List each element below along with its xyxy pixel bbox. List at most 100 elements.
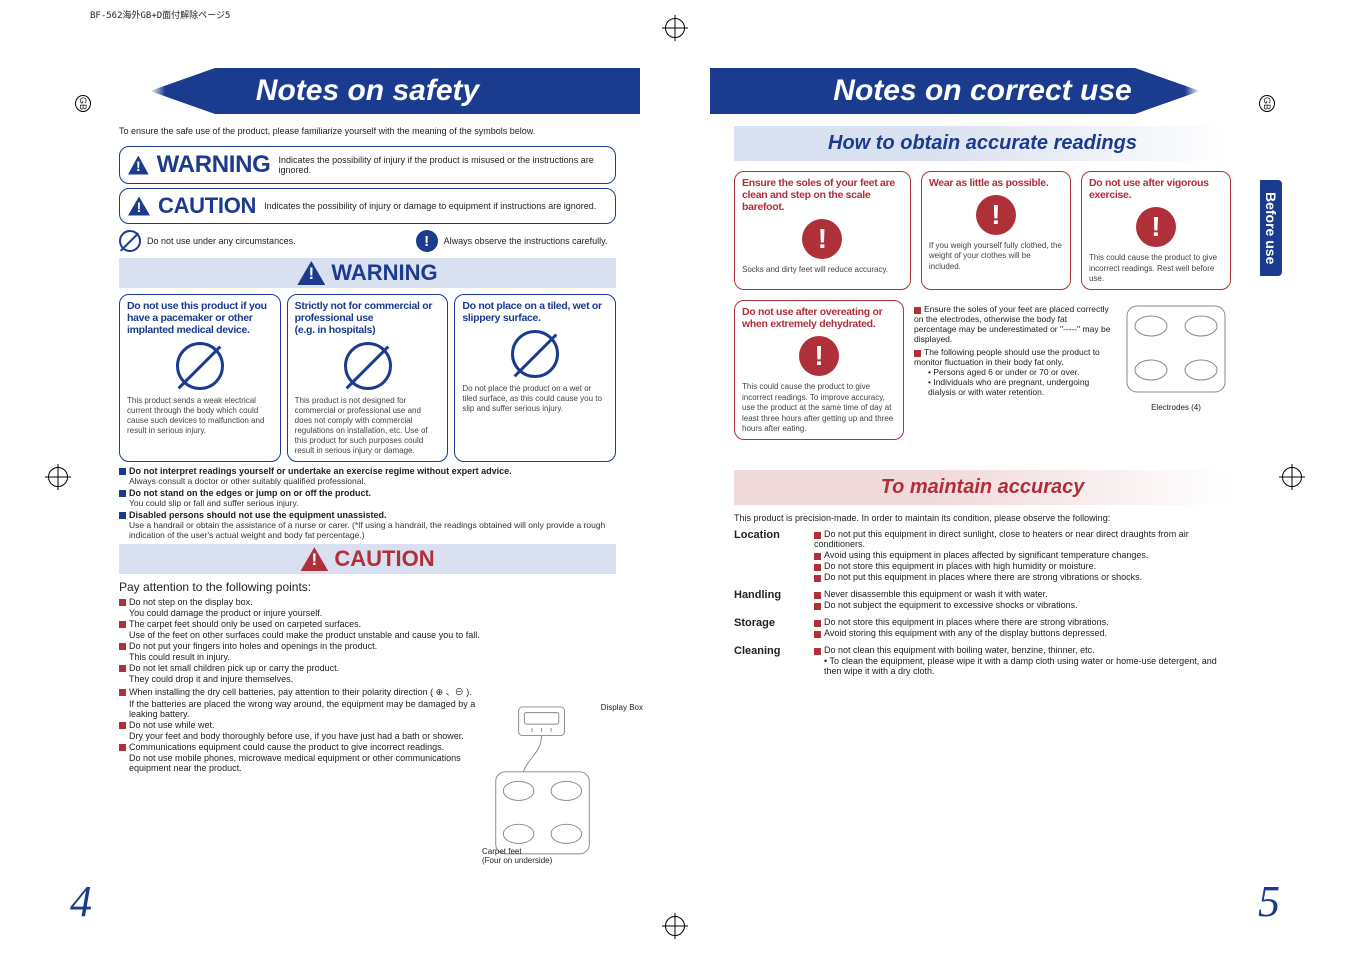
bullet2b: • Individuals who are pregnant, undergoi… — [914, 377, 1111, 397]
symbol-legend: Do not use under any circumstances. ! Alw… — [119, 230, 616, 252]
tip4-title: Do not use after overeating or when extr… — [742, 306, 896, 330]
warning-section-bar: WARNING — [119, 258, 616, 288]
c2: The carpet feet should only be used on c… — [129, 619, 361, 629]
page-left: Notes on safety To ensure the safe use o… — [95, 60, 640, 914]
warn-box-3: Do not place on a tiled, wet or slippery… — [454, 294, 616, 462]
bullet1: Ensure the soles of your feet are placed… — [914, 304, 1110, 344]
registration-mark-left — [48, 467, 68, 487]
banner-right: Notes on correct use — [710, 68, 1255, 114]
warn3-title: Do not place on a tiled, wet or slippery… — [462, 300, 608, 324]
storage-key: Storage — [734, 617, 814, 639]
tips-row-1: Ensure the soles of your feet are clean … — [734, 171, 1231, 290]
prohibit-icon — [119, 230, 141, 252]
registration-mark-bottom — [665, 916, 685, 936]
mandatory-icon: ! — [976, 195, 1016, 235]
warn2-desc: This product is not designed for commerc… — [295, 396, 441, 456]
warning-definition: WARNING Indicates the possibility of inj… — [119, 146, 616, 184]
pay-attention: Pay attention to the following points: — [119, 580, 616, 594]
maintenance-table: Location Do not put this equipment in di… — [734, 529, 1231, 677]
c2s: Use of the feet on other surfaces could … — [119, 630, 499, 640]
warning-word: WARNING — [157, 151, 271, 179]
display-box-label: Display Box — [601, 703, 643, 712]
mandatory-icon: ! — [416, 230, 438, 252]
tip1-desc: Socks and dirty feet will reduce accurac… — [742, 265, 903, 275]
registration-mark-right — [1282, 467, 1302, 487]
c1s: You could damage the product or injure y… — [119, 608, 499, 618]
caution-list: Do not step on the display box. You coul… — [119, 597, 499, 773]
tips-row-2: Do not use after overeating or when extr… — [734, 300, 1231, 440]
warning-explanation: Indicates the possibility of injury if t… — [279, 155, 607, 175]
gb-badge-left: GB — [75, 95, 91, 112]
handling-key: Handling — [734, 589, 814, 611]
maint-intro: This product is precision-made. In order… — [734, 513, 1231, 523]
extra-notes: Ensure the soles of your feet are placed… — [914, 300, 1111, 440]
warn-box-2: Strictly not for commercial or professio… — [287, 294, 449, 462]
maintain-accuracy-head: To maintain accuracy — [734, 470, 1231, 505]
prohibit-text: Do not use under any circumstances. — [147, 236, 296, 246]
caution-explanation: Indicates the possibility of injury or d… — [264, 201, 596, 211]
warning-icon — [128, 156, 149, 175]
c4: Do not let small children pick up or car… — [129, 663, 339, 673]
source-file-label: BF-562海外GB+D面付解除ページ5 — [90, 8, 230, 21]
note3-sub: Use a handrail or obtain the assistance … — [129, 520, 616, 540]
spread: Notes on safety To ensure the safe use o… — [95, 60, 1255, 914]
handling-values: Never disassemble this equipment or wash… — [814, 589, 1231, 611]
warn1-desc: This product sends a weak electrical cur… — [127, 396, 273, 436]
c6: Do not use while wet. — [129, 720, 215, 730]
page-right: Notes on correct use How to obtain accur… — [710, 60, 1255, 914]
intro-text: To ensure the safe use of the product, p… — [119, 126, 616, 136]
c5b: If the batteries are placed the wrong wa… — [119, 699, 499, 719]
tip1-title: Ensure the soles of your feet are clean … — [742, 177, 903, 213]
c3: Do not put your fingers into holes and o… — [129, 641, 377, 651]
caution-icon — [128, 197, 150, 216]
tip2: Wear as little as possible. ! If you wei… — [921, 171, 1071, 290]
tip3-desc: This could cause the product to give inc… — [1089, 253, 1223, 284]
accurate-readings-head: How to obtain accurate readings — [734, 126, 1231, 161]
note1-sub: Always consult a doctor or other suitabl… — [129, 476, 616, 486]
location-key: Location — [734, 529, 814, 583]
banner-title-right: Notes on correct use — [710, 68, 1255, 114]
c7: Communications equipment could cause the… — [129, 742, 444, 752]
bullet2a: • Persons aged 6 or under or 70 or over. — [914, 367, 1111, 377]
electrodes-label: Electrodes (4) — [1121, 403, 1231, 412]
location-values: Do not put this equipment in direct sunl… — [814, 529, 1231, 583]
mandatory-icon: ! — [802, 219, 842, 259]
warn3-desc: Do not place the product on a wet or til… — [462, 384, 608, 414]
banner-left: Notes on safety — [95, 68, 640, 114]
warn1-title: Do not use this product if you have a pa… — [127, 300, 273, 336]
c4s: They could drop it and injure themselves… — [119, 674, 499, 684]
gb-badge-right: GB — [1259, 95, 1275, 112]
prohibit-icon — [511, 330, 559, 378]
side-tab: Before use — [1260, 180, 1282, 276]
page-number-left: 4 — [70, 880, 92, 924]
mandatory-icon: ! — [1136, 207, 1176, 247]
prohibit-icon — [176, 342, 224, 390]
caution-section-bar: CAUTION — [119, 544, 616, 574]
mandatory-text: Always observe the instructions carefull… — [444, 236, 608, 246]
c7s: Do not use mobile phones, microwave medi… — [119, 753, 499, 773]
cleaning-key: Cleaning — [734, 645, 814, 677]
tip4: Do not use after overeating or when extr… — [734, 300, 904, 440]
c6s: Dry your feet and body thoroughly before… — [119, 731, 499, 741]
warn2-title: Strictly not for commercial or professio… — [295, 300, 441, 336]
carpet-feet-label: Carpet feet (Four on underside) — [482, 847, 552, 865]
tip3-title: Do not use after vigorous exercise. — [1089, 177, 1223, 201]
scale-diagram: Display Box Carpet feet (Four on undersi… — [490, 705, 595, 861]
prohibit-icon — [344, 342, 392, 390]
warning-boxes: Do not use this product if you have a pa… — [119, 294, 616, 462]
tip1: Ensure the soles of your feet are clean … — [734, 171, 911, 290]
note2-sub: You could slip or fall and suffer seriou… — [129, 498, 616, 508]
banner-title-left: Notes on safety — [95, 68, 640, 114]
electrode-diagram: Electrodes (4) — [1121, 300, 1231, 440]
note1: Do not interpret readings yourself or un… — [119, 466, 616, 476]
mandatory-icon: ! — [799, 336, 839, 376]
cleaning-values: Do not clean this equipment with boiling… — [814, 645, 1231, 677]
tip3: Do not use after vigorous exercise. ! Th… — [1081, 171, 1231, 290]
c3s: This could result in injury. — [119, 652, 499, 662]
tip2-desc: If you weigh yourself fully clothed, the… — [929, 241, 1063, 272]
registration-mark-top — [665, 18, 685, 38]
note2: Do not stand on the edges or jump on or … — [119, 488, 616, 498]
note3: Disabled persons should not use the equi… — [119, 510, 616, 520]
storage-values: Do not store this equipment in places wh… — [814, 617, 1231, 639]
caution-definition: CAUTION Indicates the possibility of inj… — [119, 188, 616, 224]
